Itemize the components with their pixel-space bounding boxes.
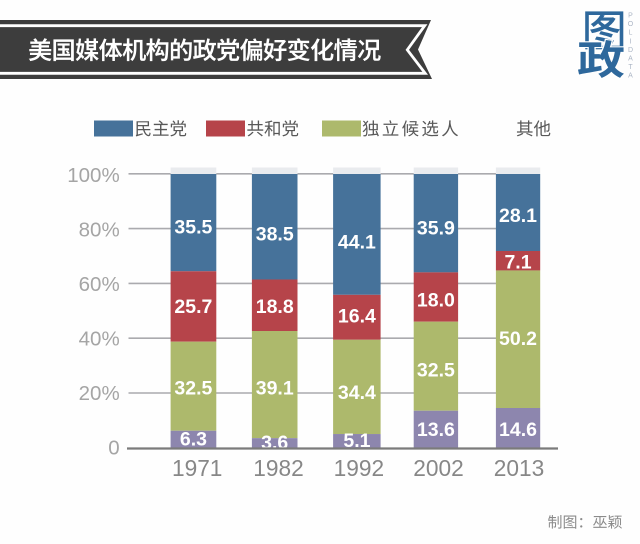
svg-text:13.6: 13.6 — [417, 419, 455, 441]
svg-text:5.1: 5.1 — [343, 430, 370, 452]
svg-text:18.8: 18.8 — [256, 296, 294, 318]
svg-text:2013: 2013 — [494, 455, 544, 481]
svg-text:60%: 60% — [79, 273, 120, 296]
svg-text:3.6: 3.6 — [261, 432, 288, 454]
svg-text:39.1: 39.1 — [256, 377, 294, 399]
svg-text:6.3: 6.3 — [180, 429, 207, 451]
svg-text:2002: 2002 — [413, 455, 463, 481]
svg-text:A: A — [628, 73, 633, 80]
svg-text:16.4: 16.4 — [338, 305, 376, 327]
svg-text:32.5: 32.5 — [174, 377, 212, 399]
svg-text:40%: 40% — [79, 328, 120, 351]
svg-text:7.1: 7.1 — [504, 252, 531, 274]
svg-text:28.1: 28.1 — [499, 205, 537, 227]
svg-text:35.5: 35.5 — [174, 216, 212, 238]
svg-text:100%: 100% — [67, 164, 119, 187]
svg-text:1982: 1982 — [253, 455, 303, 481]
svg-text:L: L — [629, 30, 633, 37]
svg-text:18.0: 18.0 — [417, 290, 455, 312]
svg-text:32.5: 32.5 — [417, 359, 455, 381]
svg-text:44.1: 44.1 — [338, 231, 376, 253]
svg-text:O: O — [628, 21, 634, 28]
svg-text:D: D — [628, 47, 633, 54]
svg-text:1971: 1971 — [172, 455, 222, 481]
svg-text:T: T — [628, 64, 633, 71]
svg-text:50.2: 50.2 — [499, 328, 537, 350]
svg-text:80%: 80% — [79, 219, 120, 242]
svg-text:I: I — [630, 38, 632, 45]
svg-text:20%: 20% — [79, 382, 120, 405]
svg-text:25.7: 25.7 — [174, 296, 212, 318]
svg-text:1992: 1992 — [334, 455, 384, 481]
svg-text:A: A — [628, 56, 633, 63]
svg-text:P: P — [628, 13, 633, 20]
svg-text:0: 0 — [108, 437, 119, 460]
svg-text:38.5: 38.5 — [256, 224, 294, 246]
svg-text:35.9: 35.9 — [417, 218, 455, 240]
svg-text:34.4: 34.4 — [338, 382, 376, 404]
svg-text:14.6: 14.6 — [499, 419, 537, 441]
